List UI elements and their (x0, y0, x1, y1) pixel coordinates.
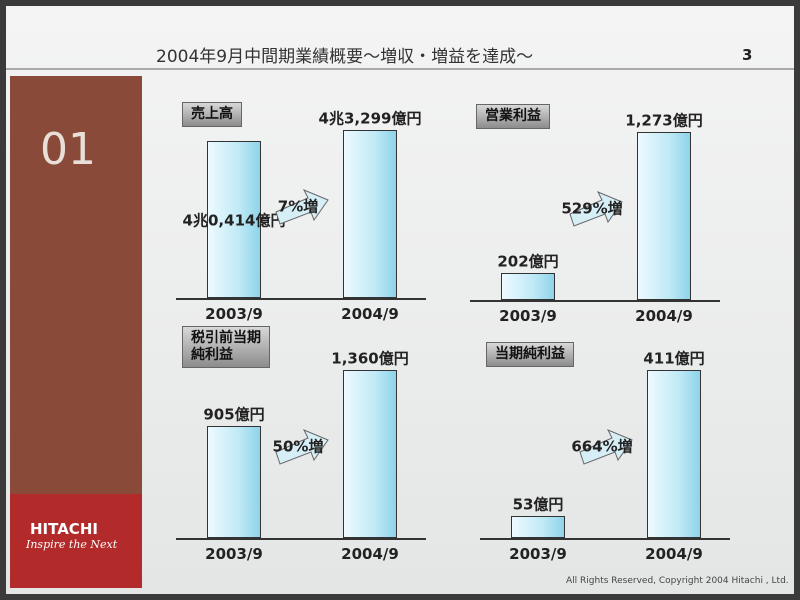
chart-title: 当期純利益 (486, 342, 574, 367)
value-label: 905億円 (203, 405, 265, 424)
arrow-shape (275, 188, 329, 225)
page-number: 3 (742, 46, 753, 64)
header-line (6, 68, 794, 70)
growth-label: 664%増 (571, 437, 633, 456)
slide-title: 2004年9月中間期業績概要～増収・増益を達成～ (156, 47, 534, 67)
copyright: All Rights Reserved, Copyright 2004 Hita… (566, 576, 789, 586)
value-label: 4兆0,414億円 (182, 211, 286, 230)
growth-arrow (568, 188, 624, 232)
x-tick-label: 2004/9 (341, 545, 399, 563)
section-number: 01 (40, 124, 96, 175)
chart-title: 売上高 (182, 102, 242, 127)
bar (343, 130, 397, 298)
x-tick-label: 2004/9 (645, 545, 703, 563)
growth-arrow (274, 186, 330, 230)
x-tick-label: 2003/9 (499, 307, 557, 325)
baseline (470, 300, 720, 302)
x-tick-label: 2004/9 (635, 307, 693, 325)
chart-title: 営業利益 (476, 104, 550, 129)
growth-label: 50%増 (272, 437, 324, 456)
x-tick-label: 2004/9 (341, 305, 399, 323)
value-label: 1,273億円 (625, 111, 703, 130)
chart-title: 税引前当期 純利益 (182, 326, 270, 368)
growth-arrow (578, 426, 634, 470)
value-label: 411億円 (643, 349, 705, 368)
bar (511, 516, 565, 538)
baseline (176, 298, 426, 300)
growth-label: 7%増 (277, 197, 319, 216)
tagline: Inspire the Next (26, 538, 118, 551)
arrow-shape (569, 190, 623, 227)
value-label: 1,360億円 (331, 349, 409, 368)
x-tick-label: 2003/9 (205, 305, 263, 323)
bar (637, 132, 691, 300)
arrow-shape (579, 428, 633, 465)
brand: HITACHI (30, 520, 98, 538)
baseline (176, 538, 426, 540)
bar (343, 370, 397, 538)
x-tick-label: 2003/9 (205, 545, 263, 563)
arrow-shape (275, 428, 329, 465)
baseline (480, 538, 730, 540)
bar (207, 141, 261, 298)
slide: 2004年9月中間期業績概要～増収・増益を達成～ 3 01 HITACHI In… (6, 6, 794, 594)
value-label: 53億円 (512, 495, 564, 514)
growth-label: 529%増 (561, 199, 623, 218)
bar (207, 426, 261, 538)
growth-arrow (274, 426, 330, 470)
brand-box (10, 494, 142, 588)
x-tick-label: 2003/9 (509, 545, 567, 563)
value-label: 202億円 (497, 252, 559, 271)
bar (501, 273, 555, 300)
value-label: 4兆3,299億円 (318, 109, 422, 128)
bar (647, 370, 701, 538)
